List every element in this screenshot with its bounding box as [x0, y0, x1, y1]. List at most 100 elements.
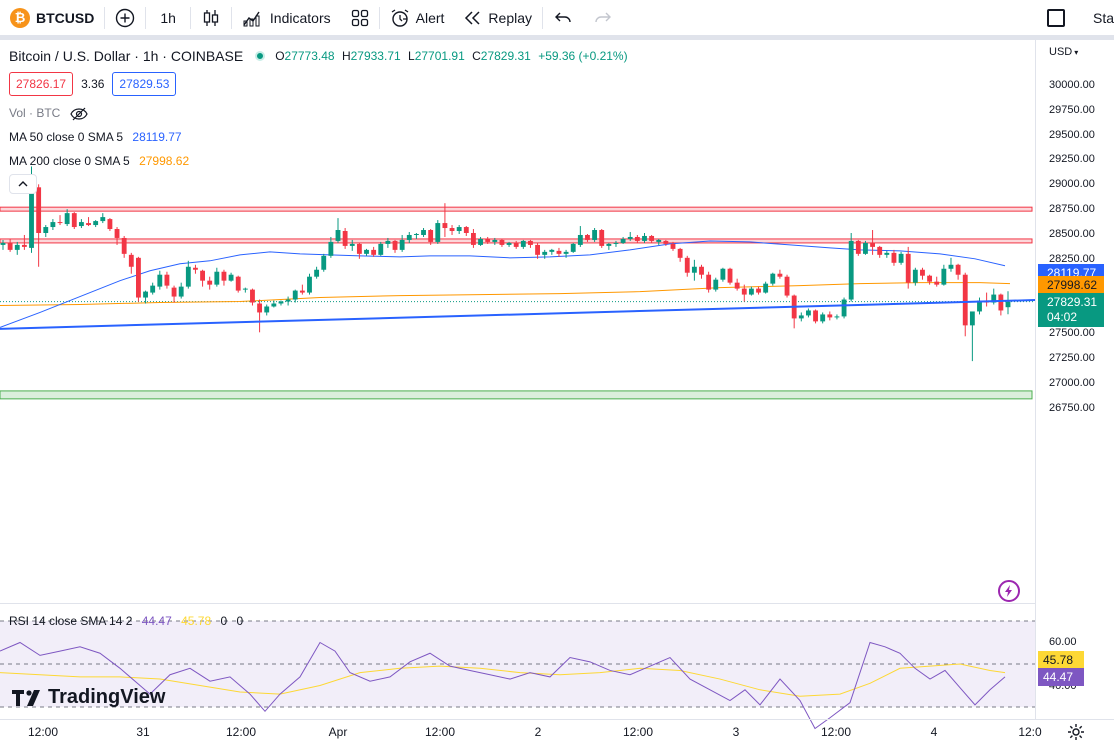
ma200-line [0, 282, 1011, 306]
candle-body [592, 230, 598, 240]
candle-body [912, 269, 918, 283]
grid-icon [351, 9, 368, 26]
rsi-sma-label: 45.78 [1038, 651, 1084, 669]
rsi-value: 44.47 [141, 614, 172, 628]
alert-label: Alert [415, 9, 445, 26]
candle-body [784, 276, 790, 296]
volume-indicator[interactable]: Vol · BTC [9, 106, 88, 121]
replay-button[interactable]: Replay [454, 0, 542, 36]
rsi-value-label: 44.47 [1038, 668, 1084, 686]
currency-label: USD [1049, 46, 1073, 58]
time-axis-border [0, 719, 1114, 720]
candle-body [121, 237, 127, 254]
candle-body [428, 230, 434, 242]
time-tick: Apr [328, 725, 348, 739]
candle-body [841, 299, 847, 317]
collapse-legend-button[interactable] [9, 174, 37, 194]
rsi-legend[interactable]: RSI 14 close SMA 14 2 44.47 45.78 0 0 [9, 614, 243, 628]
candle-body [549, 249, 555, 252]
candle-body [449, 228, 455, 232]
layouts-button[interactable] [341, 0, 379, 36]
lightning-icon[interactable] [998, 580, 1020, 602]
chart-type-button[interactable] [191, 0, 231, 36]
rsi-pane-border [0, 603, 1035, 604]
compare-symbol-button[interactable] [105, 0, 145, 36]
low-value: 27701.91 [414, 49, 465, 63]
candle-body [720, 268, 726, 280]
candle-body [478, 238, 483, 245]
candle-body [14, 244, 20, 250]
candle-body [200, 270, 205, 281]
candle-body [278, 301, 284, 304]
time-tick: 12:00 [225, 725, 257, 739]
symbol-search-button[interactable]: ₿ BTCUSD [0, 0, 104, 36]
candle-body [613, 242, 619, 244]
candle-body [891, 252, 897, 263]
candle-body [235, 276, 241, 291]
candle-body [314, 269, 320, 277]
time-tick: 4 [930, 725, 938, 739]
alert-button[interactable]: Alert [380, 0, 455, 36]
price-tick: 28250.00 [1049, 252, 1095, 265]
settings-button[interactable] [1067, 723, 1085, 746]
candle-body [36, 187, 42, 233]
spread-value: 3.36 [81, 77, 105, 91]
interval-button[interactable]: 1h [146, 0, 190, 36]
candle-body [456, 227, 462, 232]
tradingview-logo[interactable]: TradingView [12, 686, 165, 709]
candle-body [185, 266, 191, 287]
start-label[interactable]: Sta [1092, 10, 1114, 26]
candle-body [485, 238, 491, 242]
candle-body [642, 235, 647, 241]
ma50-indicator[interactable]: MA 50 close 0 SMA 5 28119.77 [9, 130, 182, 144]
ma50-label: MA 50 close 0 SMA 5 [9, 130, 124, 144]
time-tick: 3 [732, 725, 740, 739]
currency-selector[interactable]: USD ▾ [1049, 46, 1078, 58]
price-tick: 28750.00 [1049, 203, 1095, 216]
undo-button[interactable] [543, 0, 583, 36]
price-tick: 28500.00 [1049, 227, 1095, 240]
candle-body [164, 274, 170, 286]
candle-body [855, 240, 861, 254]
candle-body [392, 240, 398, 250]
candle-body [991, 294, 997, 303]
redo-button[interactable] [583, 0, 623, 36]
top-toolbar: ₿ BTCUSD 1h Indicators Alert Replay Sta [0, 0, 1114, 36]
eye-off-icon[interactable] [70, 107, 88, 121]
candle-body [834, 316, 840, 318]
candle-body [193, 267, 198, 270]
time-tick: 12:00 [424, 725, 456, 739]
candle-body [257, 303, 263, 313]
candle-body [150, 285, 156, 293]
candle-body [171, 287, 177, 297]
candle-body [877, 246, 883, 255]
candle-body [520, 240, 526, 247]
candle-body [100, 217, 106, 222]
tradingview-wordmark: TradingView [48, 686, 166, 708]
indicators-label: Indicators [269, 9, 331, 26]
candle-body [542, 251, 548, 255]
candle-body [634, 236, 640, 241]
candle-body [528, 240, 533, 245]
interval-label: 1h [160, 9, 176, 26]
candle-body [777, 273, 783, 277]
time-tick: 31 [136, 725, 150, 739]
candle-body [349, 243, 355, 246]
candle-body [321, 255, 327, 270]
buy-button[interactable]: 27829.53 [112, 72, 177, 96]
last-price-label: 27829.31 04:02 [1038, 292, 1104, 327]
candle-body [378, 243, 384, 255]
candle-body [962, 274, 968, 326]
symbol-title[interactable]: Bitcoin / U.S. Dollar · 1h · COINBASE [9, 48, 244, 64]
price-tick: 27250.00 [1049, 352, 1095, 365]
candle-body [86, 223, 91, 226]
ma200-indicator[interactable]: MA 200 close 0 SMA 5 27998.62 [9, 154, 189, 168]
indicators-button[interactable]: Indicators [232, 0, 341, 36]
fullscreen-icon[interactable] [1046, 9, 1065, 27]
candle-body [371, 249, 377, 255]
divider [145, 6, 147, 29]
candle-body [1005, 301, 1011, 308]
sell-button[interactable]: 27826.17 [9, 72, 74, 96]
replay-label: Replay [488, 9, 533, 26]
